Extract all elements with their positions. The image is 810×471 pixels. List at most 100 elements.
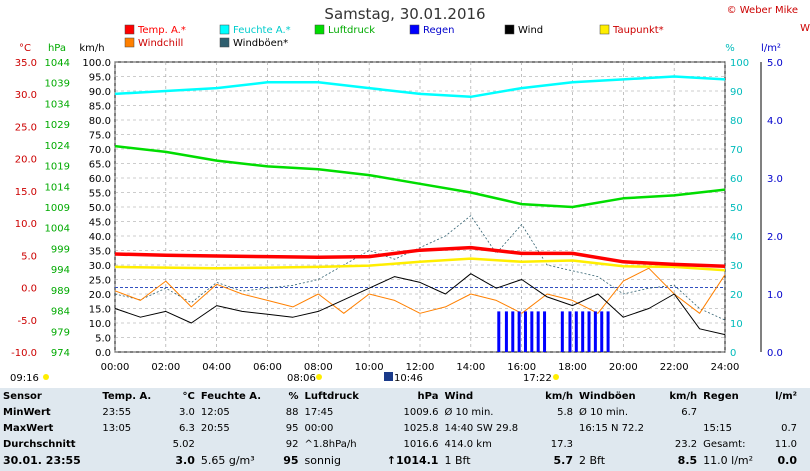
x-tick-label: 04:00 [202,362,231,373]
rain-tick-label: 4.0 [767,116,783,127]
wind-tick-label: 20.0 [89,290,111,301]
pressure-tick-label: 1004 [45,224,70,235]
wind-tick-label: 70.0 [89,145,111,156]
wind-tick-label: 10.0 [89,319,111,330]
wind-tick-label: 95.0 [89,73,111,84]
temp-tick-label: -10.0 [11,348,37,359]
stat-cell: Ø 10 min. [579,406,629,418]
pressure-tick-label: 994 [51,265,70,276]
pressure-tick-label: 1044 [45,58,70,69]
series-line [114,257,726,272]
corner-label: W [800,23,810,34]
series-line [114,75,726,99]
temp-axis-header: °C [19,43,31,54]
legend-swatch [599,24,610,35]
pressure-tick-label: 1034 [45,99,70,110]
stat-cell: 16:15 N 72.2 [579,422,644,434]
rain-tick-label: 0.0 [767,348,783,359]
rain-bar [517,311,521,352]
stat-cell: 23:55 [102,406,132,418]
stat-cell: 88 [285,406,299,418]
stat-cell: 1025.8 [403,422,439,434]
humidity-tick-label: 10 [730,319,743,330]
temp-tick-label: 10.0 [15,219,37,230]
humidity-tick-label: 80 [730,116,743,127]
stat-cell: 95 [283,453,299,467]
temp-tick-label: 35.0 [15,58,37,69]
stats-table: Sensor Temp. A. °C Feuchte A. % Luftdruc… [0,388,800,468]
pressure-tick-label: 1014 [45,182,70,193]
x-tick-label: 16:00 [507,362,536,373]
series-line [114,215,726,321]
stats-header: Regen [703,390,739,402]
rain-bar [497,311,501,352]
x-tick-label: 24:00 [711,362,740,373]
stat-cell: 13:05 [102,422,132,434]
stat-cell: 20:55 [200,422,230,434]
wind-tick-label: 45.0 [89,218,111,229]
stats-header: Luftdruck [304,390,359,402]
stats-header: % [288,390,299,402]
stats-header: Windböen [579,390,636,402]
legend-swatch [314,24,325,35]
moon-icon [384,372,393,381]
rain-bar [560,311,564,352]
wind-tick-label: 80.0 [89,116,111,127]
rain-bar [543,311,547,352]
stat-cell: 5.7 [553,453,574,467]
stat-cell: 17:45 [304,406,334,418]
stat-cell: 11.0 l/m² [703,453,754,467]
stats-header: °C [182,390,195,402]
pressure-tick-label: 1009 [45,203,70,214]
rain-bar [606,311,610,352]
chart-title: Samstag, 30.01.2016 [324,5,486,23]
legend-swatch [124,37,135,48]
stat-cell: 6.7 [681,406,698,418]
rain-bar [523,311,527,352]
stat-cell: 15:15 [703,422,732,434]
stat-cell [536,420,576,436]
x-tick-label: 02:00 [151,362,180,373]
rain-axis-header: l/m² [761,43,781,54]
stat-cell: 3.0 [175,453,195,467]
stat-cell: 0.0 [777,453,798,467]
humidity-tick-label: 50 [730,203,743,214]
temp-tick-label: 15.0 [15,187,37,198]
stats-row-max: MaxWert 13:05 6.3 20:55 95 00:00 1025.8 … [0,420,800,436]
x-tick-label: 06:00 [253,362,282,373]
marker-time-3: 17:22 [523,373,552,384]
axis-ticks: 00:00 02:00 04:00 06:00 08:00 10:00 12:00 14:00… [11,58,783,373]
legend-label: Temp. A.* [137,25,186,36]
legend-label: Feuchte A.* [233,25,291,36]
stats-row-avg: Durchschnitt 5.02 92 ^1.8hPa/h 1016.6 41… [0,436,800,452]
legend-swatch [219,24,230,35]
wind-tick-label: 35.0 [89,247,111,258]
temp-tick-label: 25.0 [15,122,37,133]
stat-cell: sonnig [304,453,341,467]
humidity-tick-label: 40 [730,232,743,243]
pressure-tick-label: 984 [51,307,70,318]
rain-bar [600,311,604,352]
stat-cell: 23.2 [674,438,698,450]
stats-header: Wind [444,390,474,402]
stat-cell [198,436,276,452]
stat-cell: ^1.8hPa/h [304,438,357,450]
stat-cell: 3.0 [178,406,195,418]
weather-chart: Temp. A.* Feuchte A.* Luftdruck Regen Wind Ta… [10,24,783,384]
stat-cell: 5.02 [172,438,195,450]
series-line [114,273,726,336]
wind-tick-label: 75.0 [89,131,111,142]
sunrise-time: 09:16 [10,373,39,384]
legend: Temp. A.* Feuchte A.* Luftdruck Regen Wind Ta… [124,24,664,49]
rain-bar [574,311,578,352]
wind-tick-label: 100.0 [82,58,111,69]
pressure-tick-label: 979 [51,327,70,338]
stat-cell [99,452,164,468]
stat-cell: 12:05 [200,406,230,418]
legend-swatch [219,37,230,48]
x-tick-label: 08:00 [304,362,333,373]
legend-label: Windchill [138,38,183,49]
grid [114,61,726,353]
x-tick-label: 14:00 [456,362,485,373]
wind-tick-label: 60.0 [89,174,111,185]
